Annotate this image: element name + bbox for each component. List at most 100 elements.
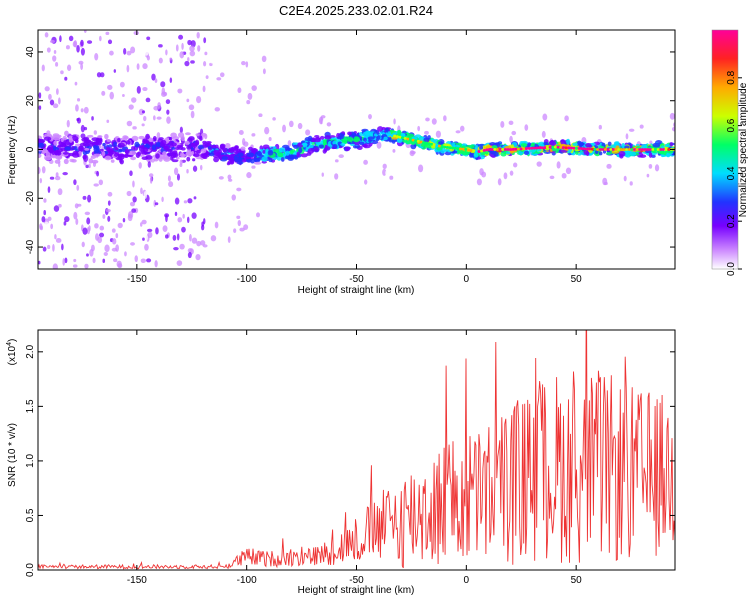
heatmap-cell — [165, 234, 169, 239]
heatmap-cell — [57, 144, 64, 148]
bottom-x-tick-label: -150 — [127, 575, 147, 586]
heatmap-cell — [128, 104, 134, 110]
heatmap-cell — [71, 159, 77, 163]
heatmap-cell — [151, 73, 156, 81]
heatmap-cell — [218, 176, 224, 180]
heatmap-cell — [267, 149, 274, 156]
heatmap-cell — [443, 115, 447, 122]
heatmap-cell — [141, 219, 147, 225]
heatmap-cell — [282, 124, 286, 133]
heatmap-cell — [462, 133, 467, 139]
heatmap-cell — [214, 240, 218, 246]
heatmap-cell — [112, 238, 117, 245]
heatmap-cell — [293, 144, 299, 149]
heatmap-cell — [239, 98, 245, 102]
heatmap-cell — [49, 99, 55, 106]
heatmap-cell — [191, 237, 198, 244]
heatmap-cell — [179, 159, 183, 165]
heatmap-cell — [124, 251, 127, 257]
heatmap-cell — [55, 237, 62, 243]
heatmap-cell — [285, 150, 290, 156]
heatmap-cell — [105, 208, 111, 213]
top-y-tick-label: -40 — [25, 239, 36, 254]
heatmap-cell — [319, 164, 325, 172]
heatmap-cell — [582, 147, 587, 151]
heatmap-cell — [258, 152, 263, 157]
heatmap-cell — [113, 153, 119, 158]
heatmap-cell — [52, 103, 59, 109]
heatmap-cell — [181, 262, 187, 269]
heatmap-cell — [181, 42, 184, 50]
heatmap-cell — [203, 61, 207, 67]
heatmap-cell — [105, 31, 110, 36]
heatmap-cell — [372, 150, 376, 158]
heatmap-cell — [100, 72, 105, 78]
heatmap-cell — [154, 202, 159, 206]
heatmap-cell — [91, 116, 94, 121]
heatmap-cell — [165, 49, 168, 56]
heatmap-cell — [427, 142, 431, 146]
heatmap-cell — [289, 149, 294, 155]
heatmap-cell — [433, 163, 439, 171]
heatmap-cell — [621, 142, 626, 149]
heatmap-cell — [561, 172, 567, 179]
heatmap-cell — [265, 153, 269, 158]
heatmap-cell — [48, 148, 54, 154]
heatmap-cell — [210, 144, 217, 148]
heatmap-cell — [114, 147, 119, 151]
heatmap-cell — [62, 232, 68, 236]
heatmap-cell — [230, 153, 236, 157]
heatmap-cell — [197, 45, 201, 52]
heatmap-cell — [62, 152, 69, 155]
heatmap-cell — [580, 147, 584, 150]
heatmap-cell — [155, 227, 159, 235]
heatmap-cell — [460, 125, 465, 132]
heatmap-cell — [38, 138, 42, 143]
heatmap-cell — [423, 137, 430, 143]
heatmap-cell — [98, 232, 105, 238]
heatmap-cell — [411, 138, 415, 142]
heatmap-cell — [122, 93, 125, 97]
heatmap-cell — [607, 141, 612, 147]
heatmap-cell — [187, 57, 190, 62]
heatmap-cell — [622, 148, 626, 151]
heatmap-cell — [155, 153, 160, 159]
heatmap-cell — [174, 167, 179, 176]
heatmap-cell — [322, 148, 327, 154]
heatmap-cell — [158, 156, 163, 162]
colorbar-tick-label: 0.8 — [726, 70, 737, 84]
heatmap-cell — [66, 119, 70, 128]
heatmap-cell — [41, 166, 46, 174]
heatmap-cell — [174, 211, 178, 216]
heatmap-cell — [409, 150, 415, 157]
heatmap-cell — [606, 152, 611, 156]
heatmap-cell — [308, 144, 314, 149]
heatmap-cell — [46, 47, 51, 53]
heatmap-cell — [572, 142, 578, 147]
heatmap-cell — [492, 134, 496, 142]
heatmap-cell — [438, 141, 443, 145]
heatmap-cell — [321, 172, 324, 177]
heatmap-cell — [77, 117, 81, 124]
heatmap-cell — [106, 139, 111, 142]
heatmap-cell — [364, 179, 368, 185]
heatmap-cell — [106, 119, 110, 123]
heatmap-cell — [536, 148, 542, 152]
heatmap-cell — [64, 257, 68, 264]
heatmap-cell — [140, 258, 146, 263]
heatmap-cell — [210, 235, 217, 242]
heatmap-cell — [506, 148, 510, 151]
heatmap-cell — [424, 141, 428, 145]
heatmap-cell — [392, 148, 396, 153]
heatmap-cell — [319, 135, 325, 140]
heatmap-cell — [85, 50, 90, 58]
heatmap-cell — [264, 126, 270, 135]
heatmap-cell — [268, 158, 273, 163]
heatmap-cell — [53, 136, 60, 141]
bottom-y-ticks: 0.0 0.5 1.0 1.5 2.0 — [25, 344, 675, 577]
heatmap-cell — [288, 120, 294, 128]
heatmap-cell — [224, 142, 231, 149]
heatmap-cell — [656, 148, 660, 151]
heatmap-cell — [314, 137, 321, 143]
heatmap-cell — [129, 201, 136, 207]
